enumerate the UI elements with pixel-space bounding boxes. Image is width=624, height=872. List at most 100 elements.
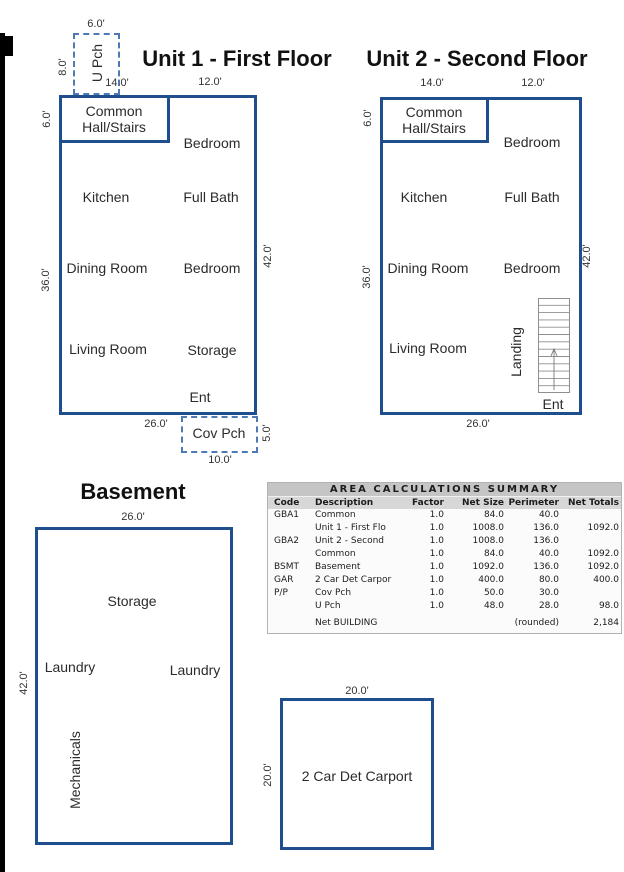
- unit2-dim-hall-height: 6.0': [362, 109, 374, 127]
- unit2-room-bedroom-2: Bedroom: [503, 259, 561, 276]
- table-cell: 1008.0: [472, 523, 505, 533]
- unit2-dim-top-left: 14.0': [420, 77, 444, 89]
- table-cell: [446, 617, 506, 630]
- table-cell: 48.0: [483, 601, 504, 611]
- column-header: Perimeter: [508, 498, 559, 508]
- column-header: Factor: [412, 498, 444, 508]
- carport-dim-left: 20.0': [262, 763, 274, 787]
- table-cell: P/P: [274, 588, 288, 598]
- table-row: P/P Cov Pch 1.0 50.0 30.0: [268, 587, 621, 600]
- scan-edge-block: [0, 36, 13, 56]
- basement-room-mechanicals: Mechanicals: [66, 731, 83, 809]
- table-cell: [561, 535, 621, 548]
- table-cell: 98.0: [598, 601, 619, 611]
- table-cell: Common: [315, 549, 356, 559]
- table-cell: 28.0: [538, 601, 559, 611]
- table-cell: 40.0: [538, 510, 559, 520]
- table-row: BSMT Basement 1.0 1092.0 136.0 1092.0: [268, 561, 621, 574]
- column-header: Net Size: [462, 498, 504, 508]
- table-cell: 40.0: [538, 549, 559, 559]
- table-cell: [561, 509, 621, 522]
- unit2-dim-right: 42.0': [581, 244, 593, 268]
- basement-dim-top: 26.0': [121, 511, 145, 523]
- table-row: GBA2 Unit 2 - Second 1.0 1008.0 136.0: [268, 535, 621, 548]
- table-cell: 1.0: [429, 549, 444, 559]
- unit1-dim-left: 36.0': [40, 268, 52, 292]
- unit2-title: Unit 2 - Second Floor: [366, 46, 588, 71]
- unit1-dim-top-right: 12.0': [198, 76, 222, 88]
- table-cell: Unit 2 - Second: [315, 536, 384, 546]
- table-cell: [561, 587, 621, 600]
- unit2-dim-bottom: 26.0': [466, 418, 490, 430]
- unit1-dim-top-left: 14.0': [105, 77, 129, 89]
- unit1-common-hall-outline: [59, 95, 170, 143]
- table-cell: Unit 1 - First Flo: [315, 523, 386, 533]
- carport-dim-top: 20.0': [345, 685, 369, 697]
- table-cell: 84.0: [483, 549, 504, 559]
- table-cell: GAR: [274, 575, 294, 585]
- unit1-dim-hall-height: 6.0': [41, 110, 53, 128]
- unit1-dim-upch-width: 6.0': [87, 18, 105, 30]
- unit2-room-bedroom-1: Bedroom: [503, 133, 561, 150]
- table-cell: 1.0: [429, 588, 444, 598]
- unit1-room-bedroom-2: Bedroom: [183, 259, 241, 276]
- table-cell: 1.0: [429, 523, 444, 533]
- table-cell: [401, 617, 446, 630]
- carport-label: 2 Car Det Carport: [301, 767, 413, 784]
- table-cell: GBA1: [274, 510, 300, 520]
- table-cell: [272, 548, 313, 561]
- basement-room-laundry-2: Laundry: [169, 661, 221, 678]
- unit2-room-common-hall: Common Hall/Stairs: [402, 103, 466, 136]
- table-cell: 136.0: [533, 523, 559, 533]
- unit1-room-ent: Ent: [189, 388, 211, 405]
- table-cell: 1.0: [429, 562, 444, 572]
- unit2-room-living: Living Room: [389, 339, 467, 356]
- table-cell: Net BUILDING: [315, 618, 378, 628]
- table-cell: [272, 600, 313, 613]
- table-cell: Basement: [315, 562, 361, 572]
- unit1-room-kitchen: Kitchen: [82, 188, 130, 205]
- unit1-room-full-bath: Full Bath: [183, 188, 239, 205]
- table-cell: GBA2: [274, 536, 300, 546]
- unit1-room-common-hall: Common Hall/Stairs: [82, 102, 146, 135]
- table-row: GAR 2 Car Det Carpor 1.0 400.0 80.0 400.0: [268, 574, 621, 587]
- table-cell: 1.0: [429, 510, 444, 520]
- staircase-icon: [538, 298, 570, 393]
- table-cell: 1.0: [429, 536, 444, 546]
- table-cell: 1092.0: [587, 549, 620, 559]
- table-cell: 1092.0: [472, 562, 505, 572]
- unit1-covpch-outline: [181, 416, 258, 453]
- basement-room-storage: Storage: [107, 592, 157, 609]
- table-row: Unit 1 - First Flo 1.0 1008.0 136.0 1092.0: [268, 522, 621, 535]
- table-cell: Common: [315, 510, 356, 520]
- table-cell: 30.0: [538, 588, 559, 598]
- table-cell: 136.0: [533, 536, 559, 546]
- table-cell: 1092.0: [587, 562, 620, 572]
- table-cell: 2 Car Det Carpor: [315, 575, 392, 585]
- unit1-room-upch: U Pch: [88, 43, 105, 83]
- area-calculations-table: AREA CALCULATIONS SUMMARY Code Descriptio…: [267, 482, 622, 634]
- table-cell: 1008.0: [472, 536, 505, 546]
- table-cell: 136.0: [533, 562, 559, 572]
- unit1-room-covpch: Cov Pch: [192, 424, 246, 441]
- unit1-title: Unit 1 - First Floor: [142, 46, 332, 71]
- unit1-dim-upch-height: 8.0': [57, 58, 69, 76]
- table-cell: (rounded): [514, 618, 559, 628]
- table-title: AREA CALCULATIONS SUMMARY: [268, 483, 621, 497]
- unit2-common-hall-outline: [380, 97, 489, 143]
- basement-title: Basement: [80, 479, 186, 504]
- table-cell: BSMT: [274, 562, 299, 572]
- column-header: Code: [274, 498, 300, 508]
- unit2-dim-top-right: 12.0': [521, 77, 545, 89]
- table-cell: 80.0: [538, 575, 559, 585]
- unit2-room-dining: Dining Room: [387, 259, 469, 276]
- unit1-room-bedroom-1: Bedroom: [183, 134, 241, 151]
- table-cell: [272, 522, 313, 535]
- table-row: U Pch 1.0 48.0 28.0 98.0: [268, 600, 621, 613]
- table-row: Common 1.0 84.0 40.0 1092.0: [268, 548, 621, 561]
- carport-outline: [280, 698, 434, 850]
- unit1-dim-right: 42.0': [262, 244, 274, 268]
- column-header: Net Totals: [567, 498, 619, 508]
- table-cell: [272, 617, 313, 630]
